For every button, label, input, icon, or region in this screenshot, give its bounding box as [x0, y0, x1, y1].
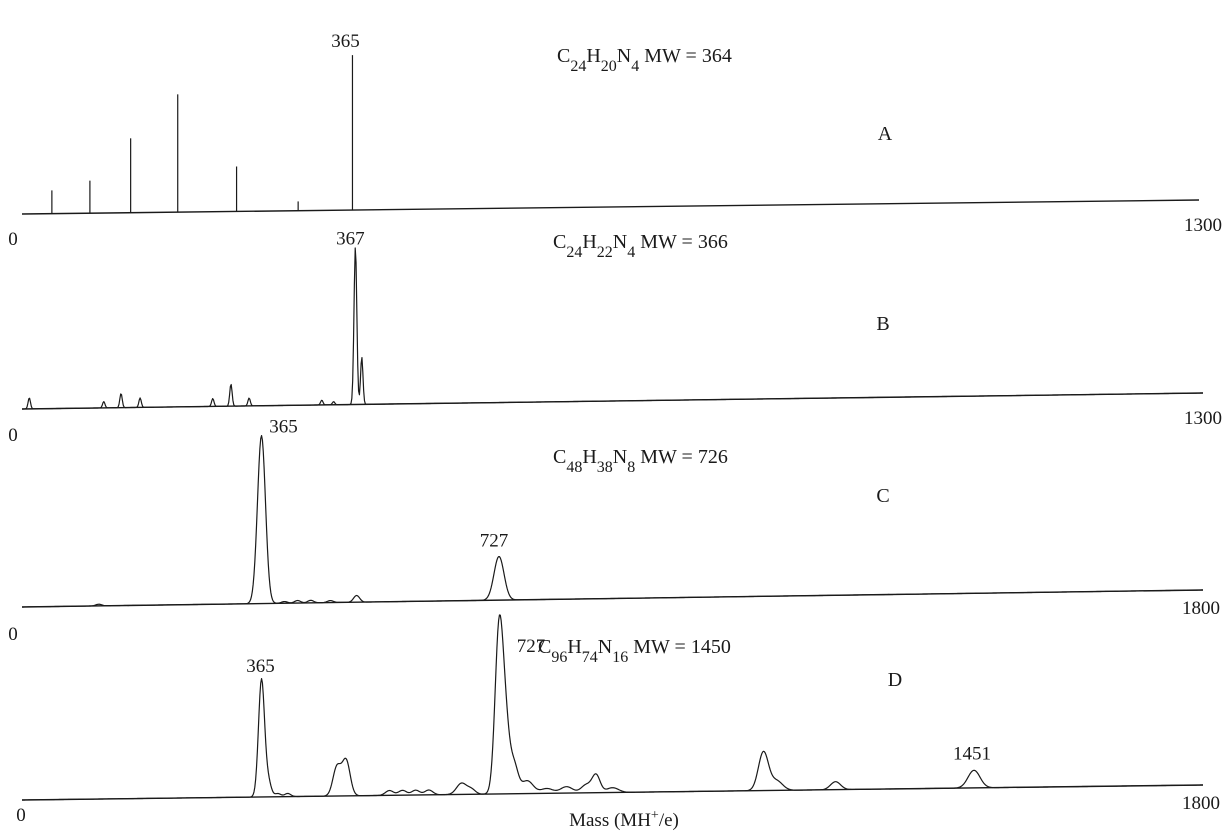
x-axis-end-label: 1800 [1182, 793, 1220, 814]
panel-letter: C [876, 485, 889, 507]
panel-letter: D [888, 669, 902, 691]
peak-label: 727 [480, 530, 509, 551]
spectrum-panel-a: 365 0 1300 C24H20N4 MW = 364 A [8, 31, 1222, 250]
peak-label: 365 [331, 31, 360, 52]
x-axis-start-label: 0 [8, 624, 18, 645]
x-axis-end-label: 1300 [1184, 408, 1222, 429]
spectrum-panel-b: 367 0 1300 C24H22N4 MW = 366 B [8, 228, 1222, 446]
x-axis-start-label: 0 [16, 805, 26, 826]
spectra-panels: 365 0 1300 C24H20N4 MW = 364 A 367 0 1300 C24H22… [8, 31, 1222, 826]
panel-letter: B [876, 313, 889, 335]
x-axis-label: Mass (MH+/e) [569, 808, 679, 832]
x-axis-start-label: 0 [8, 425, 18, 446]
formula-label: C96H74N16 MW = 1450 [538, 636, 731, 666]
x-axis-end-label: 1300 [1184, 215, 1222, 236]
formula-label: C24H22N4 MW = 366 [553, 231, 728, 261]
spectrum-trace [21, 247, 1204, 410]
spectrum-trace [21, 614, 1204, 801]
baseline [21, 199, 1200, 215]
peak-label: 365 [269, 417, 298, 438]
x-axis-end-label: 1800 [1182, 598, 1220, 619]
peak-label: 727 [517, 636, 546, 657]
spectrum-trace [21, 435, 1204, 608]
formula-label: C24H20N4 MW = 364 [557, 45, 732, 75]
panel-letter: A [878, 123, 893, 145]
formula-label: C48H38N8 MW = 726 [553, 446, 728, 476]
x-axis-start-label: 0 [8, 229, 18, 250]
spectrum-panel-c: 365 727 0 1800 C48H38N8 MW = 726 C [8, 417, 1220, 645]
peak-label: 367 [336, 228, 365, 249]
spectrum-panel-d: 365 727 1451 0 1800 C96H74N16 MW = 1450 D [16, 614, 1220, 826]
peak-label: 365 [246, 656, 275, 677]
peak-label: 1451 [953, 743, 991, 764]
